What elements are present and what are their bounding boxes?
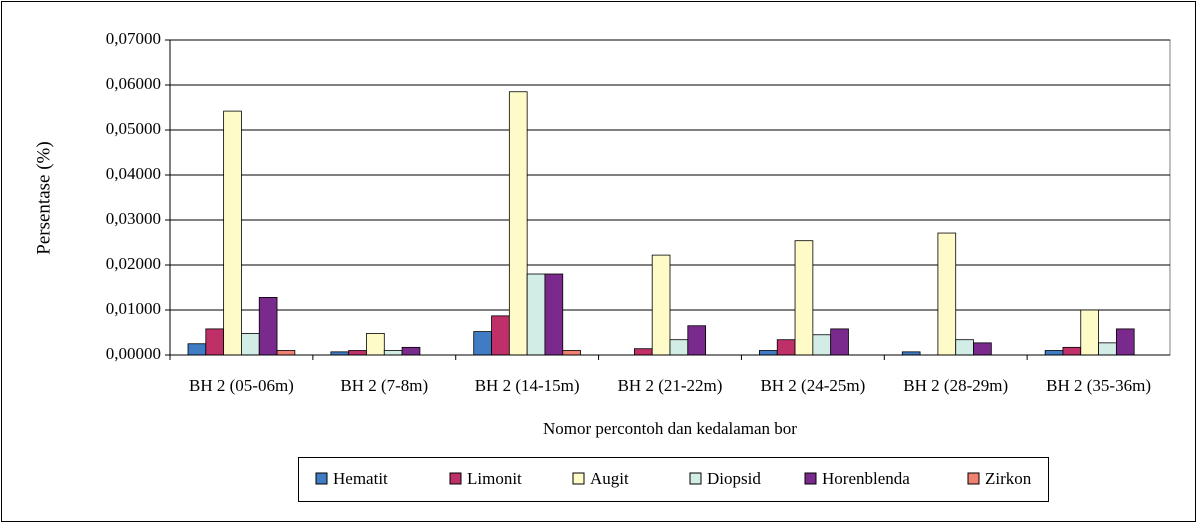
bar: [491, 315, 510, 356]
x-tick-label: BH 2 (35-36m): [1046, 376, 1151, 395]
legend-label: Horenblenda: [822, 469, 910, 488]
y-tick-label: 0,03000: [106, 209, 161, 228]
bar: [187, 343, 207, 356]
x-tick-label: BH 2 (7-8m): [340, 376, 428, 395]
bar: [812, 334, 832, 356]
bar: [526, 273, 546, 356]
bar: [776, 339, 796, 356]
bar: [955, 339, 974, 356]
legend-swatch: [804, 472, 817, 485]
bar: [973, 342, 992, 356]
y-tick-label: 0,05000: [106, 119, 161, 138]
legend-swatch: [315, 472, 328, 485]
bar: [205, 328, 225, 356]
x-tick-label: BH 2 (14-15m): [475, 376, 580, 395]
legend-label: Augit: [590, 469, 629, 488]
bar: [687, 325, 707, 356]
bar: [258, 296, 278, 356]
bar: [759, 350, 778, 356]
legend-swatch: [449, 472, 462, 485]
bar: [544, 273, 564, 356]
legend-label: Diopsid: [707, 469, 761, 488]
bar: [794, 240, 814, 356]
bar: [366, 332, 385, 356]
bar: [562, 350, 581, 356]
legend-swatch: [572, 472, 585, 485]
bar: [348, 350, 367, 356]
x-axis-title: Nomor percontoh dan kedalaman bor: [543, 419, 797, 438]
bar: [1062, 346, 1082, 356]
bar: [937, 232, 957, 356]
bar: [508, 91, 528, 356]
bar: [830, 328, 849, 356]
y-axis-title: Persentase (%): [33, 141, 54, 254]
bar: [1044, 350, 1064, 356]
x-tick-label: BH 2 (05-06m): [189, 376, 294, 395]
x-tick-label: BH 2 (24-25m): [760, 376, 865, 395]
bar: [633, 348, 653, 356]
bar: [401, 346, 421, 356]
y-tick-label: 0,07000: [106, 29, 161, 48]
legend-swatch: [967, 472, 980, 485]
y-tick-label: 0,06000: [106, 74, 161, 93]
bar: [223, 110, 242, 356]
bar: [383, 350, 403, 356]
y-tick-label: 0,02000: [106, 254, 161, 273]
legend-label: Limonit: [467, 469, 522, 488]
y-tick-label: 0,00000: [106, 344, 161, 363]
bar: [1080, 309, 1099, 356]
bar: [241, 332, 260, 356]
bar: [276, 350, 296, 356]
legend-label: Zirkon: [985, 469, 1032, 488]
y-tick-label: 0,01000: [106, 299, 161, 318]
bar: [1098, 342, 1117, 356]
legend-swatch: [689, 472, 702, 485]
x-tick-label: BH 2 (28-29m): [903, 376, 1008, 395]
bar: [669, 339, 689, 356]
bar: [473, 331, 492, 356]
y-tick-label: 0,04000: [106, 164, 161, 183]
x-tick-label: BH 2 (21-22m): [618, 376, 723, 395]
bar: [651, 254, 671, 356]
bar: [1115, 328, 1135, 356]
legend-box: [298, 457, 1049, 502]
legend-label: Hematit: [333, 469, 388, 488]
